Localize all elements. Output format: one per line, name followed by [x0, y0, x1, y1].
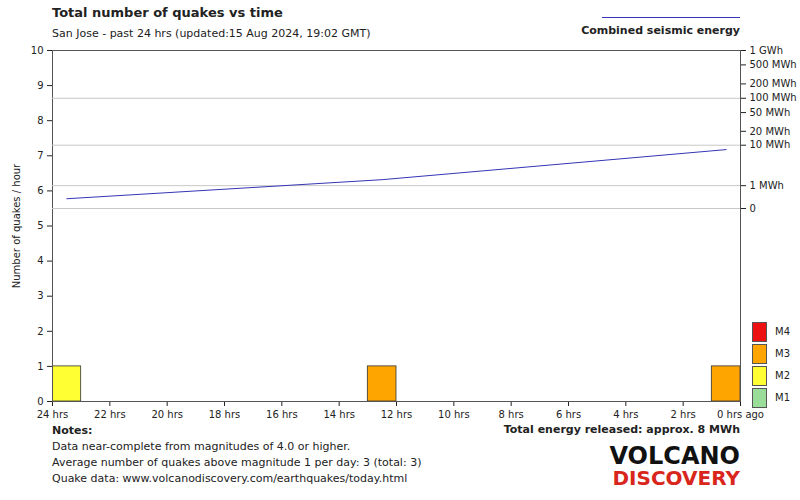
svg-text:7: 7	[37, 150, 43, 161]
svg-text:12 hrs: 12 hrs	[381, 409, 413, 420]
svg-text:50 MWh: 50 MWh	[750, 107, 791, 118]
svg-text:2 hrs: 2 hrs	[671, 409, 696, 420]
svg-text:200 MWh: 200 MWh	[750, 78, 797, 89]
html-text:Data near-complete from magnit: Data near-complete from magnitudes of 4.…	[52, 440, 351, 453]
svg-text:1: 1	[37, 361, 43, 372]
html-text:M2: M2	[775, 370, 790, 381]
svg-text:14 hrs: 14 hrs	[323, 409, 355, 420]
svg-text:0: 0	[750, 203, 756, 214]
svg-text:1 MWh: 1 MWh	[750, 180, 784, 191]
svg-text:Number of quakes / hour: Number of quakes / hour	[11, 163, 22, 288]
svg-text:3: 3	[37, 290, 43, 301]
svg-text:100 MWh: 100 MWh	[750, 92, 797, 103]
html-text:Total number of quakes vs time: Total number of quakes vs time	[52, 5, 283, 20]
svg-text:20 MWh: 20 MWh	[750, 126, 791, 137]
html-text:VOLCANO: VOLCANO	[609, 442, 740, 470]
html-text:Total energy released: approx.: Total energy released: approx. 8 MWh	[503, 423, 740, 436]
svg-text:4: 4	[37, 255, 43, 266]
svg-text:8 hrs: 8 hrs	[499, 409, 524, 420]
svg-text:18 hrs: 18 hrs	[209, 409, 241, 420]
svg-text:10 hrs: 10 hrs	[438, 409, 470, 420]
svg-text:500 MWh: 500 MWh	[750, 59, 797, 70]
svg-text:22 hrs: 22 hrs	[94, 409, 126, 420]
svg-text:9: 9	[37, 80, 43, 91]
html-text:San Jose - past 24 hrs (update: San Jose - past 24 hrs (updated:15 Aug 2…	[52, 27, 371, 40]
svg-text:4 hrs: 4 hrs	[613, 409, 638, 420]
svg-text:2: 2	[37, 326, 43, 337]
svg-text:6 hrs: 6 hrs	[556, 409, 581, 420]
svg-text:1 GWh: 1 GWh	[750, 45, 784, 56]
svg-text:24 hrs: 24 hrs	[37, 409, 69, 420]
html-text:M1: M1	[775, 392, 790, 403]
svg-text:16 hrs: 16 hrs	[266, 409, 298, 420]
svg-text:20 hrs: 20 hrs	[151, 409, 183, 420]
html-text:DISCOVERY: DISCOVERY	[612, 466, 740, 490]
html-text:Notes:: Notes:	[52, 424, 93, 437]
html-text:M3: M3	[775, 348, 790, 359]
html-text:M4: M4	[775, 326, 790, 337]
html-text:Average number of quakes above: Average number of quakes above magnitude…	[52, 456, 422, 469]
svg-text:5: 5	[37, 220, 43, 231]
svg-text:0 hrs ago: 0 hrs ago	[717, 409, 764, 420]
html-text:Quake data: www.volcanodiscove: Quake data: www.volcanodiscovery.com/ear…	[52, 472, 408, 485]
svg-text:10 MWh: 10 MWh	[750, 139, 791, 150]
html-text:Combined seismic energy: Combined seismic energy	[581, 24, 740, 37]
svg-text:10: 10	[31, 45, 44, 56]
svg-text:8: 8	[37, 115, 43, 126]
svg-text:6: 6	[37, 185, 43, 196]
svg-text:0: 0	[37, 396, 43, 407]
